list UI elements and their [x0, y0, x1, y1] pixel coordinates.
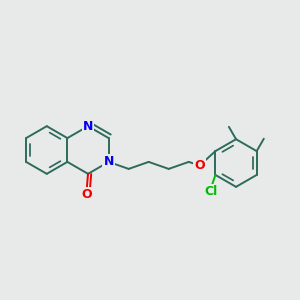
- Text: N: N: [103, 155, 114, 168]
- Text: O: O: [194, 159, 205, 172]
- Text: Cl: Cl: [204, 185, 217, 198]
- Text: N: N: [83, 120, 93, 133]
- Text: O: O: [81, 188, 92, 201]
